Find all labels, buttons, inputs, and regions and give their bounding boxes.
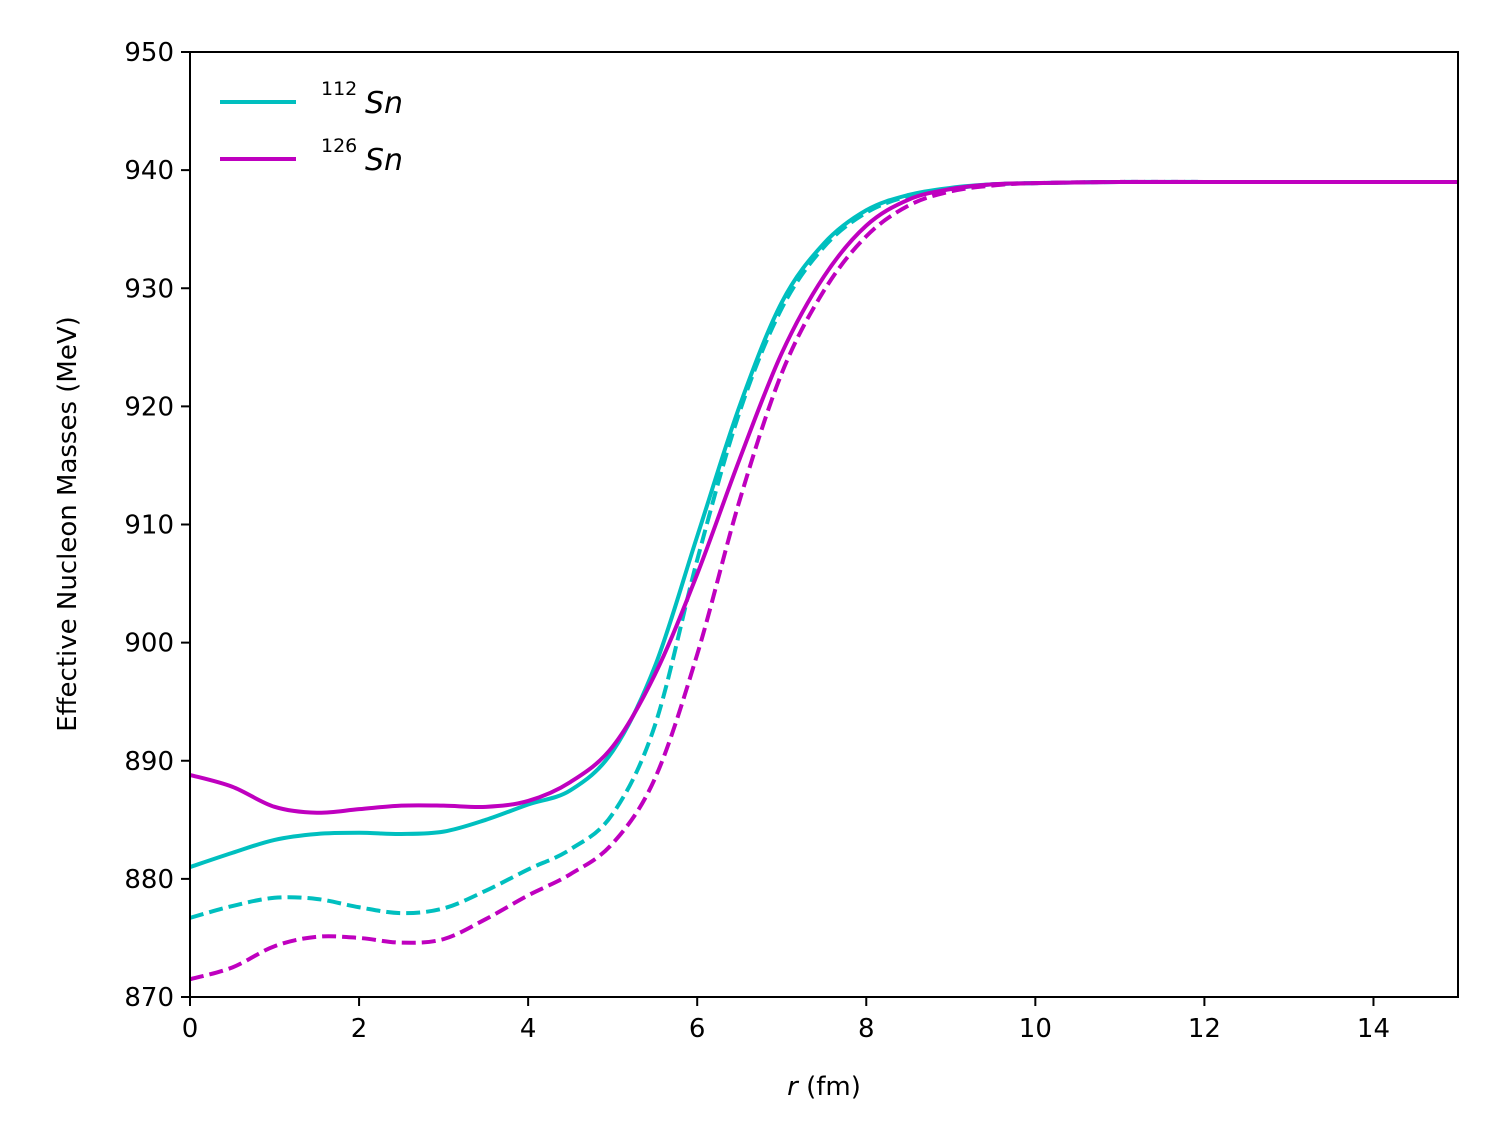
y-axis-label: Effective Nucleon Masses (MeV) — [53, 316, 83, 732]
x-tick-label: 2 — [351, 1014, 368, 1044]
ticks-layer: 0 2 4 6 8 10 12 14 870 880 890 900 910 920 930 940 950 — [124, 38, 1390, 1044]
series-line-3 — [189, 179, 1458, 982]
x-axis-label-variable: r — [787, 1072, 800, 1102]
x-tick-label: 12 — [1188, 1014, 1221, 1044]
x-tick-label: 4 — [520, 1014, 537, 1044]
y-tick-label: 920 — [124, 392, 174, 422]
y-tick-label: 940 — [124, 156, 174, 186]
y-tick-label: 900 — [124, 629, 174, 659]
series-line-2 — [189, 179, 1458, 815]
legend-label: Sn — [365, 86, 403, 121]
x-axis-label-unit: (fm) — [798, 1072, 861, 1102]
x-tick-label: 8 — [858, 1014, 875, 1044]
x-tick-label: 10 — [1019, 1014, 1052, 1044]
y-tick-label: 890 — [124, 747, 174, 777]
y-tick-label: 950 — [124, 38, 174, 68]
x-tick-label: 14 — [1357, 1014, 1390, 1044]
legend: 112 Sn 126 Sn — [220, 78, 403, 178]
series-layer — [189, 179, 1458, 982]
y-tick-label: 930 — [124, 274, 174, 304]
x-axis-label: r (fm) — [787, 1072, 861, 1102]
legend-label-superscript: 126 — [321, 135, 357, 157]
x-tick-label: 6 — [689, 1014, 706, 1044]
y-tick-label: 870 — [124, 983, 174, 1013]
y-tick-label: 910 — [124, 511, 174, 541]
y-tick-label: 880 — [124, 865, 174, 895]
legend-label-superscript: 112 — [321, 78, 357, 100]
legend-label: Sn — [365, 143, 403, 178]
x-tick-label: 0 — [182, 1014, 199, 1044]
